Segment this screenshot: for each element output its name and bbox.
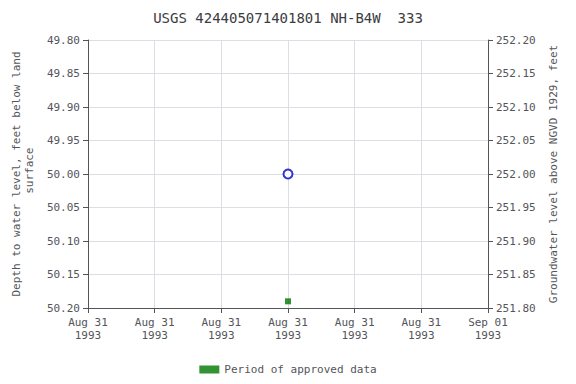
svg-text:252.10: 252.10 (496, 101, 536, 114)
svg-text:Sep 01: Sep 01 (468, 316, 508, 329)
svg-text:251.95: 251.95 (496, 201, 536, 214)
svg-text:Aug 31: Aug 31 (135, 316, 175, 329)
svg-text:Depth to water level, feet bel: Depth to water level, feet below land (10, 51, 23, 296)
svg-text:Period of approved data: Period of approved data (224, 363, 376, 376)
svg-text:50.05: 50.05 (47, 201, 80, 214)
svg-text:1993: 1993 (408, 329, 435, 342)
svg-text:49.95: 49.95 (47, 134, 80, 147)
svg-text:251.80: 251.80 (496, 302, 536, 315)
svg-text:49.85: 49.85 (47, 67, 80, 80)
svg-text:Aug 31: Aug 31 (335, 316, 375, 329)
svg-text:1993: 1993 (341, 329, 368, 342)
svg-text:252.20: 252.20 (496, 34, 536, 47)
svg-text:1993: 1993 (208, 329, 235, 342)
svg-text:49.80: 49.80 (47, 34, 80, 47)
svg-text:50.00: 50.00 (47, 168, 80, 181)
svg-text:50.20: 50.20 (47, 302, 80, 315)
svg-text:50.15: 50.15 (47, 268, 80, 281)
svg-text:Groundwater level above NGVD 1: Groundwater level above NGVD 1929, feet (547, 45, 560, 303)
svg-text:Aug 31: Aug 31 (268, 316, 308, 329)
svg-text:1993: 1993 (475, 329, 502, 342)
svg-text:252.00: 252.00 (496, 168, 536, 181)
svg-text:49.90: 49.90 (47, 101, 80, 114)
svg-text:251.90: 251.90 (496, 235, 536, 248)
svg-text:Aug 31: Aug 31 (68, 316, 108, 329)
svg-text:1993: 1993 (141, 329, 168, 342)
svg-text:USGS 424405071401801 NH-B4W 3: USGS 424405071401801 NH-B4W 333 (153, 10, 423, 26)
svg-text:1993: 1993 (275, 329, 302, 342)
svg-text:50.10: 50.10 (47, 235, 80, 248)
svg-text:251.85: 251.85 (496, 268, 536, 281)
svg-text:252.05: 252.05 (496, 134, 536, 147)
svg-text:surface: surface (23, 148, 36, 201)
svg-text:Aug 31: Aug 31 (401, 316, 441, 329)
svg-text:Aug 31: Aug 31 (201, 316, 241, 329)
svg-text:252.15: 252.15 (496, 67, 536, 80)
svg-text:1993: 1993 (75, 329, 102, 342)
